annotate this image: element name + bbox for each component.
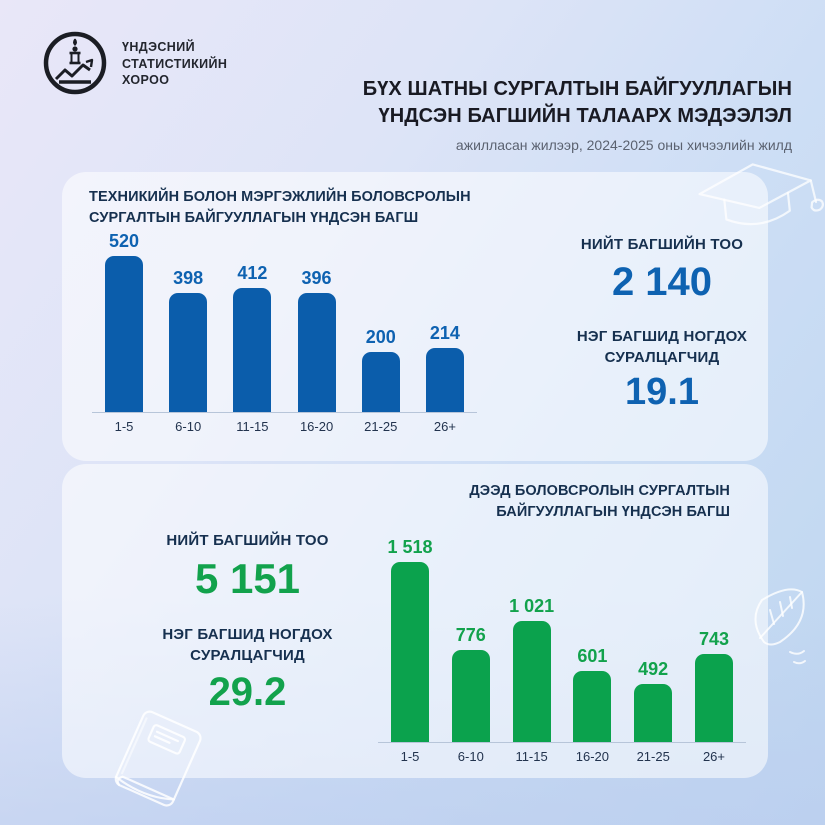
bar-category-label: 21-25 xyxy=(364,419,398,434)
stat-label-line: СУРАЛЦАГЧИД xyxy=(190,647,305,665)
chart-category-axis: 1-5 6-10 11-15 16-20 21-25 26+ xyxy=(92,419,477,434)
stat-value-total-teachers: 2 140 xyxy=(611,260,713,304)
page-title: ҮНДСЭН БАГШИЙН ТАЛААРХ МЭДЭЭЛЭЛ xyxy=(378,105,792,127)
org-name-line: ХОРОО xyxy=(122,73,170,87)
bar-category-label: 26+ xyxy=(702,749,726,764)
bar-slot: 1 021 xyxy=(503,596,561,742)
bar xyxy=(451,650,490,742)
org-name-line: ҮНДЭСНИЙ xyxy=(122,40,195,54)
bar-category-label: 11-15 xyxy=(515,749,548,764)
card-tvet-stats: НИЙТ БАГШИЙН ТОО 2 140 НЭГ БАГШИД НОГДОХ… xyxy=(557,234,767,414)
org-name: ҮНДЭСНИЙ СТАТИСТИКИЙН ХОРОО xyxy=(122,39,227,89)
bar xyxy=(634,684,673,742)
bar xyxy=(361,352,400,412)
bar-slot: 743 xyxy=(685,629,743,742)
bar-slot: 398 xyxy=(159,268,217,412)
bar-slot: 396 xyxy=(288,268,346,412)
stat-label: НИЙТ БАГШИЙН ТОО xyxy=(580,236,744,253)
stat-value-students-per-teacher: 19.1 xyxy=(625,371,699,413)
bar xyxy=(573,671,612,742)
bar-value-label: 396 xyxy=(301,268,332,288)
card-tvet: ТЕХНИКИЙН БОЛОН МЭРГЭЖЛИЙН БОЛОВСРОЛЫН С… xyxy=(62,172,768,461)
bar-category-label: 26+ xyxy=(433,419,456,434)
bar-chart-tvet: 520 398 412 396 200 214 1-5 6-10 11-15 16-20 21-2… xyxy=(92,231,477,434)
page-title: БҮХ ШАТНЫ СУРГАЛТЫН БАЙГУУЛЛАГЫН xyxy=(362,78,792,100)
card-higher-ed-title: ДЭЭД БОЛОВСРОЛЫН СУРГАЛТЫН БАЙГУУЛЛАГЫН … xyxy=(469,481,730,523)
bar-value-label: 1 021 xyxy=(509,596,555,616)
bar-slot: 214 xyxy=(416,323,474,412)
bar-value-label: 412 xyxy=(237,263,268,283)
card-tvet-title-line: СУРГАЛТЫН БАЙГУУЛЛАГЫН ҮНДСЭН БАГШ xyxy=(89,210,419,226)
leaf-icon xyxy=(750,580,820,675)
bar xyxy=(425,348,464,412)
stat-label-line: НЭГ БАГШИД НОГДОХ xyxy=(576,328,748,345)
bar-slot: 200 xyxy=(352,327,410,412)
org-name-line: СТАТИСТИКИЙН xyxy=(122,56,228,71)
bar-value-label: 520 xyxy=(108,231,140,251)
bar-slot: 776 xyxy=(442,625,500,742)
stat-label-line: НЭГ БАГШИД НОГДОХ xyxy=(162,626,333,644)
card-tvet-title-line: ТЕХНИКИЙН БОЛОН МЭРГЭЖЛИЙН БОЛОВСРОЛЫН xyxy=(89,189,471,205)
card-higher-ed-title-line: БАЙГУУЛЛАГЫН ҮНДСЭН БАГШ xyxy=(496,504,730,520)
page-subtitle: ажилласан жилээр, 2024-2025 оны хичээлий… xyxy=(455,137,792,153)
bar xyxy=(694,654,733,742)
bar xyxy=(169,293,208,412)
bar-slot: 412 xyxy=(223,263,281,412)
stat-label: НИЙТ БАГШИЙН ТОО xyxy=(166,532,329,549)
bar-category-label: 6-10 xyxy=(457,749,484,764)
chart-category-axis: 1-5 6-10 11-15 16-20 21-25 26+ xyxy=(378,749,746,764)
card-higher-ed-stats: НИЙТ БАГШИЙН ТОО 5 151 НЭГ БАГШИД НОГДОХ… xyxy=(120,530,375,714)
chart-plot: 520 398 412 396 200 214 xyxy=(92,231,477,413)
bar xyxy=(233,288,272,412)
book-icon xyxy=(96,710,226,815)
bar xyxy=(391,562,429,742)
bar xyxy=(105,256,143,412)
stat-value-students-per-teacher: 29.2 xyxy=(208,670,287,715)
bar-slot: 601 xyxy=(563,646,621,742)
bar-chart-higher-ed: 1 518 776 1 021 601 492 743 1-5 6-10 11-15 16-20… xyxy=(378,537,746,764)
nso-logo xyxy=(42,30,108,96)
bar-slot: 1 518 xyxy=(381,537,439,742)
bar xyxy=(512,621,551,742)
bar-value-label: 743 xyxy=(698,629,729,649)
bar-value-label: 200 xyxy=(365,327,396,347)
bar-category-label: 1-5 xyxy=(400,749,420,764)
bar-value-label: 398 xyxy=(173,268,204,288)
bar-category-label: 11-15 xyxy=(236,419,269,434)
stat-value-total-teachers: 5 151 xyxy=(194,555,301,602)
bar-category-label: 1-5 xyxy=(114,419,134,434)
card-tvet-title: ТЕХНИКИЙН БОЛОН МЭРГЭЖЛИЙН БОЛОВСРОЛЫН С… xyxy=(89,187,471,229)
bar-slot: 492 xyxy=(624,659,682,742)
stat-label: НЭГ БАГШИД НОГДОХ СУРАЛЦАГЧИД xyxy=(120,624,375,666)
bar-value-label: 492 xyxy=(638,659,669,679)
bar-value-label: 1 518 xyxy=(387,537,433,557)
card-higher-ed-title-line: ДЭЭД БОЛОВСРОЛЫН СУРГАЛТЫН xyxy=(469,483,730,499)
bar xyxy=(297,293,336,412)
bar-category-label: 6-10 xyxy=(175,419,202,434)
bar-value-label: 601 xyxy=(577,646,608,666)
bar-category-label: 16-20 xyxy=(575,749,610,764)
bar-category-label: 21-25 xyxy=(636,749,670,764)
bar-value-label: 214 xyxy=(429,323,460,343)
bar-value-label: 776 xyxy=(455,625,486,645)
page-title-block: БҮХ ШАТНЫ СУРГАЛТЫН БАЙГУУЛЛАГЫН ҮНДСЭН … xyxy=(363,76,792,153)
stat-label-line: СУРАЛЦАГЧИД xyxy=(604,349,720,366)
card-higher-ed: ДЭЭД БОЛОВСРОЛЫН СУРГАЛТЫН БАЙГУУЛЛАГЫН … xyxy=(62,464,768,778)
bar-slot: 520 xyxy=(95,231,153,412)
stat-label: НЭГ БАГШИД НОГДОХ СУРАЛЦАГЧИД xyxy=(557,326,767,368)
chart-plot: 1 518 776 1 021 601 492 743 xyxy=(378,537,746,743)
bar-category-label: 16-20 xyxy=(299,419,334,434)
